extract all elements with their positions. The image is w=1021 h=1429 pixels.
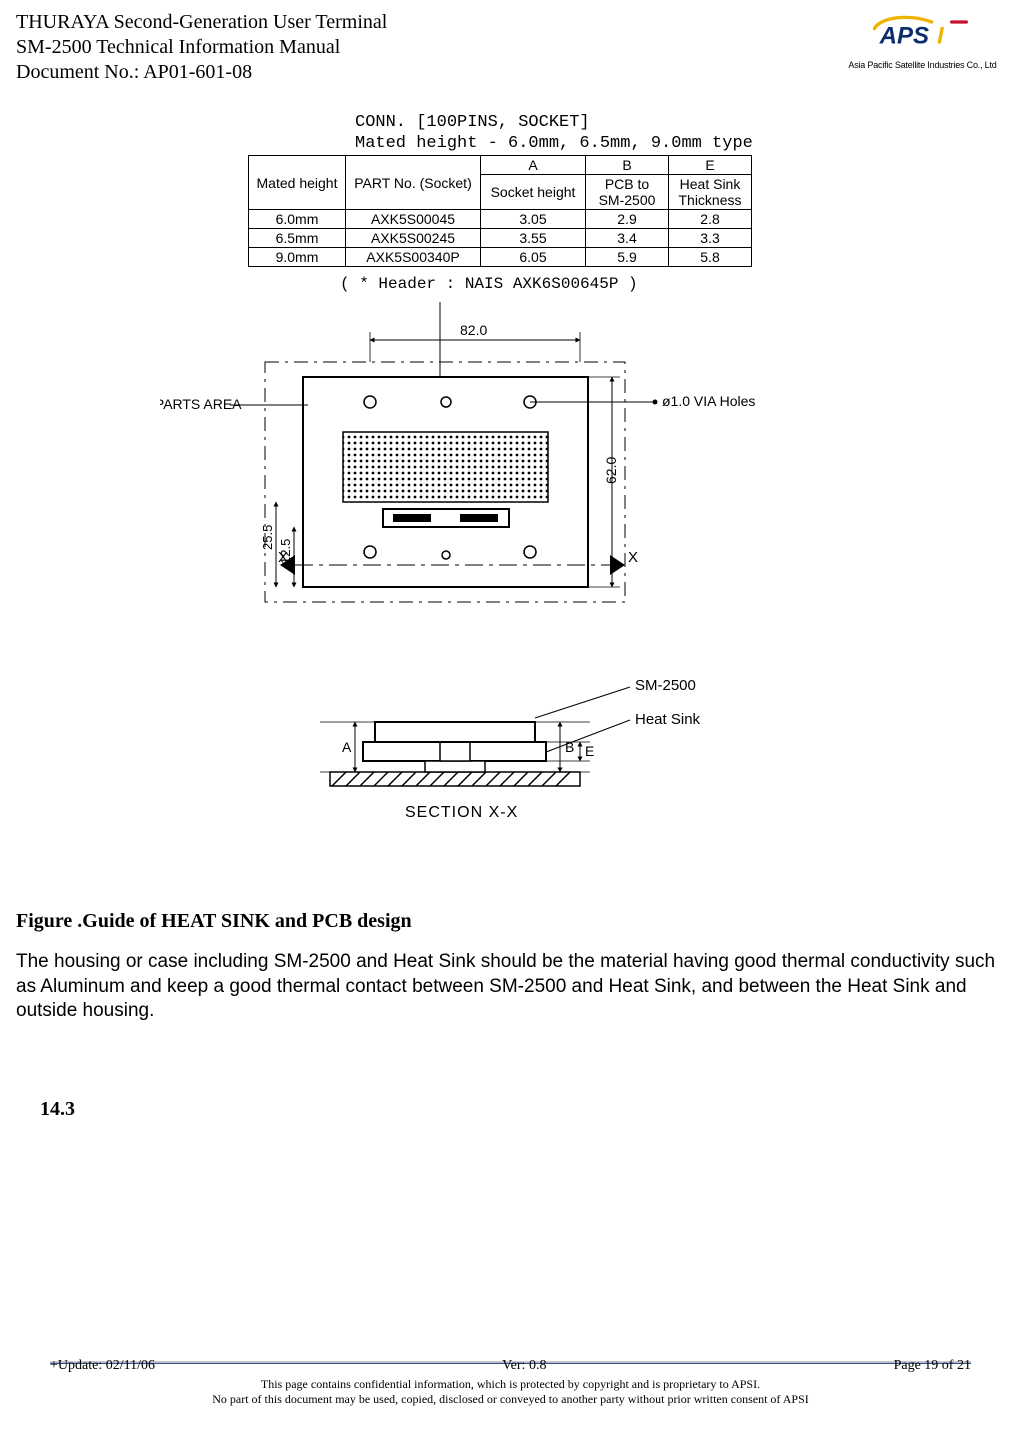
cell-E: 3.3: [669, 229, 752, 248]
svg-text:NO PARTS AREA: NO PARTS AREA: [160, 396, 242, 412]
section-14-3: 14.3: [40, 1098, 75, 1121]
svg-text:62.0: 62.0: [603, 457, 619, 484]
footer-version: Ver: 0.8: [502, 1358, 546, 1374]
conn-title-line1: CONN. [100PINS, SOCKET]: [355, 113, 590, 132]
col-B-sub: PCB to SM-2500: [586, 175, 669, 210]
figure-caption: Figure .Guide of HEAT SINK and PCB desig…: [16, 910, 412, 933]
footer-rule: [50, 1351, 971, 1354]
cell-A: 3.55: [481, 229, 586, 248]
cell-mated: 9.0mm: [249, 248, 346, 267]
mechanical-drawing: 82.0 ø1.0 VIA Holes NO PARTS AREA: [160, 302, 860, 862]
col-mated: Mated height: [249, 156, 346, 210]
svg-text:Heat Sink: Heat Sink: [635, 711, 701, 728]
svg-text:APS: APS: [878, 22, 928, 49]
svg-text:SM-2500: SM-2500: [635, 677, 696, 694]
col-part: PART No. (Socket): [346, 156, 481, 210]
apsi-logo-mark: APS I: [873, 10, 973, 58]
col-A-top: A: [481, 156, 586, 175]
body-paragraph: The housing or case including SM-2500 an…: [16, 950, 1005, 1024]
cell-B: 2.9: [586, 210, 669, 229]
svg-text:SECTION X-X: SECTION X-X: [405, 804, 518, 821]
cell-A: 6.05: [481, 248, 586, 267]
header-line2: SM-2500 Technical Information Manual: [16, 35, 387, 60]
table-row: 6.5mm AXK5S00245 3.55 3.4 3.3: [249, 229, 752, 248]
header-part-note: ( * Header : NAIS AXK6S00645P ): [340, 275, 638, 293]
footer-note-line1: This page contains confidential informat…: [50, 1377, 971, 1392]
cell-A: 3.05: [481, 210, 586, 229]
footer-note-line2: No part of this document may be used, co…: [50, 1392, 971, 1407]
footer-confidentiality: This page contains confidential informat…: [50, 1377, 971, 1407]
table-row: 9.0mm AXK5S00340P 6.05 5.9 5.8: [249, 248, 752, 267]
col-E-top: E: [669, 156, 752, 175]
table-row: 6.0mm AXK5S00045 3.05 2.9 2.8: [249, 210, 752, 229]
header-line1: THURAYA Second-Generation User Terminal: [16, 10, 387, 35]
footer-update: +Update: 02/11/06: [50, 1358, 155, 1374]
svg-text:E: E: [585, 743, 594, 759]
cell-mated: 6.0mm: [249, 210, 346, 229]
col-B-top: B: [586, 156, 669, 175]
cell-B: 3.4: [586, 229, 669, 248]
apsi-logo: APS I Asia Pacific Satellite Industries …: [840, 10, 1005, 70]
svg-text:82.0: 82.0: [460, 322, 487, 338]
connector-table: Mated height PART No. (Socket) A B E Soc…: [248, 155, 752, 267]
cell-part: AXK5S00245: [346, 229, 481, 248]
svg-text:ø1.0 VIA Holes: ø1.0 VIA Holes: [662, 393, 755, 409]
header-line3: Document No.: AP01-601-08: [16, 60, 387, 85]
svg-text:25.5: 25.5: [260, 525, 275, 550]
cell-part: AXK5S00340P: [346, 248, 481, 267]
document-header: THURAYA Second-Generation User Terminal …: [16, 10, 387, 85]
cell-E: 2.8: [669, 210, 752, 229]
logo-caption: Asia Pacific Satellite Industries Co., L…: [840, 60, 1005, 70]
col-A-sub: Socket height: [481, 175, 586, 210]
conn-title-line2: Mated height - 6.0mm, 6.5mm, 9.0mm type: [355, 134, 753, 153]
svg-text:A: A: [342, 739, 352, 755]
cell-part: AXK5S00045: [346, 210, 481, 229]
footer-row: +Update: 02/11/06 Ver: 0.8 Page 19 of 21: [50, 1358, 971, 1374]
footer-page: Page 19 of 21: [894, 1358, 971, 1374]
cell-E: 5.8: [669, 248, 752, 267]
connector-title: CONN. [100PINS, SOCKET] Mated height - 6…: [355, 112, 753, 155]
svg-text:I: I: [937, 22, 945, 49]
cell-B: 5.9: [586, 248, 669, 267]
cell-mated: 6.5mm: [249, 229, 346, 248]
svg-text:X: X: [628, 549, 638, 566]
svg-text:X: X: [278, 549, 288, 566]
col-E-sub: Heat Sink Thickness: [669, 175, 752, 210]
